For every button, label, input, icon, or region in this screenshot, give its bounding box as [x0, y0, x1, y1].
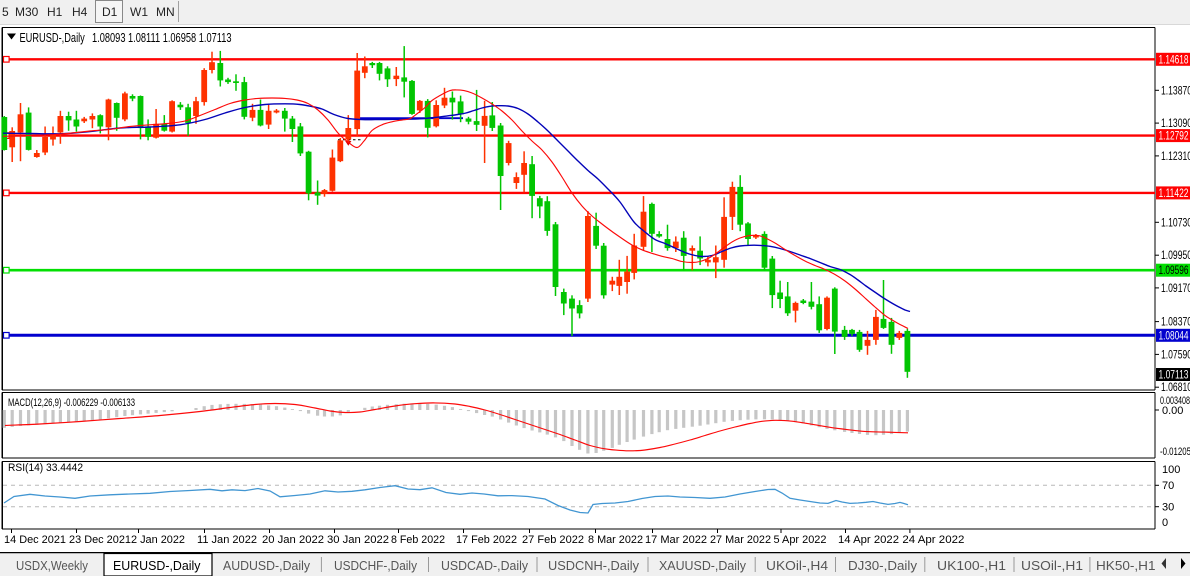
svg-text:1.14618: 1.14618: [1159, 54, 1189, 66]
svg-text:1.09170: 1.09170: [1161, 283, 1190, 295]
svg-text:1.08044: 1.08044: [1159, 330, 1189, 342]
svg-text:D1: D1: [102, 5, 118, 19]
svg-text:8 Mar 2022: 8 Mar 2022: [588, 534, 643, 546]
svg-text:W1: W1: [130, 5, 148, 19]
svg-text:USDCHF-,Daily: USDCHF-,Daily: [334, 558, 417, 573]
svg-text:5: 5: [2, 5, 9, 19]
svg-text:1.09596: 1.09596: [1159, 265, 1189, 277]
svg-text:1.11422: 1.11422: [1159, 188, 1189, 200]
svg-text:24 Apr 2022: 24 Apr 2022: [902, 534, 964, 546]
svg-text:1.07113: 1.07113: [1159, 370, 1189, 382]
svg-text:H4: H4: [72, 5, 88, 19]
svg-text:17 Mar 2022: 17 Mar 2022: [645, 534, 707, 546]
svg-text:14 Apr 2022: 14 Apr 2022: [838, 534, 899, 546]
svg-text:0: 0: [1162, 517, 1168, 529]
svg-text:USDCAD-,Daily: USDCAD-,Daily: [441, 558, 528, 573]
svg-text:20 Jan 2022: 20 Jan 2022: [262, 534, 324, 546]
svg-text:1.07590: 1.07590: [1161, 349, 1190, 361]
svg-text:UK100-,H1: UK100-,H1: [937, 558, 1006, 573]
svg-text:1.12310: 1.12310: [1161, 151, 1190, 163]
svg-text:30: 30: [1162, 502, 1174, 514]
svg-text:1.09950: 1.09950: [1161, 250, 1190, 262]
svg-text:14 Dec 2021: 14 Dec 2021: [4, 534, 66, 546]
svg-text:1.12792: 1.12792: [1159, 131, 1189, 143]
svg-text:M30: M30: [15, 5, 39, 19]
svg-text:MACD(12,26,9) -0.006229 -0.006: MACD(12,26,9) -0.006229 -0.006133: [8, 397, 135, 409]
svg-text:8 Feb 2022: 8 Feb 2022: [391, 534, 445, 546]
svg-text:70: 70: [1162, 480, 1174, 492]
svg-text:5 Apr 2022: 5 Apr 2022: [774, 534, 827, 546]
svg-text:11 Jan 2022: 11 Jan 2022: [197, 534, 257, 546]
svg-text:17 Feb 2022: 17 Feb 2022: [456, 534, 517, 546]
svg-text:USDX,Weekly: USDX,Weekly: [16, 558, 88, 573]
svg-text:AUDUSD-,Daily: AUDUSD-,Daily: [223, 558, 310, 573]
svg-text:DJ30-,Daily: DJ30-,Daily: [848, 558, 918, 573]
svg-text:UKOil-,H4: UKOil-,H4: [766, 558, 828, 573]
svg-text:-0.01205: -0.01205: [1160, 446, 1190, 458]
svg-text:1.10730: 1.10730: [1161, 217, 1190, 229]
svg-text:RSI(14) 33.4442: RSI(14) 33.4442: [8, 462, 83, 474]
svg-text:XAUUSD-,Daily: XAUUSD-,Daily: [659, 558, 746, 573]
svg-text:HK50-,H1: HK50-,H1: [1096, 558, 1156, 573]
svg-text:30 Jan 2022: 30 Jan 2022: [327, 534, 389, 546]
svg-text:2 Jan 2022: 2 Jan 2022: [131, 534, 185, 546]
svg-text:23 Dec 2021: 23 Dec 2021: [69, 534, 131, 546]
svg-text:EURUSD-,Daily 1.08093 1.08111: EURUSD-,Daily 1.08093 1.08111 1.06958 1.…: [20, 31, 232, 45]
svg-text:H1: H1: [47, 5, 63, 19]
svg-text:EURUSD-,Daily: EURUSD-,Daily: [113, 558, 201, 573]
svg-text:27 Feb 2022: 27 Feb 2022: [522, 534, 584, 546]
svg-text:1.06810: 1.06810: [1161, 382, 1190, 394]
svg-text:USDCNH-,Daily: USDCNH-,Daily: [548, 558, 639, 573]
svg-text:MN: MN: [156, 5, 175, 19]
svg-text:27 Mar 2022: 27 Mar 2022: [710, 534, 771, 546]
svg-text:1.13870: 1.13870: [1161, 85, 1190, 97]
svg-text:100: 100: [1162, 464, 1180, 476]
svg-text:0.003408: 0.003408: [1160, 395, 1190, 407]
svg-text:1.08370: 1.08370: [1161, 317, 1190, 329]
svg-text:1.13090: 1.13090: [1161, 118, 1190, 130]
svg-text:0.00: 0.00: [1162, 405, 1183, 417]
svg-text:USOil-,H1: USOil-,H1: [1021, 558, 1083, 573]
